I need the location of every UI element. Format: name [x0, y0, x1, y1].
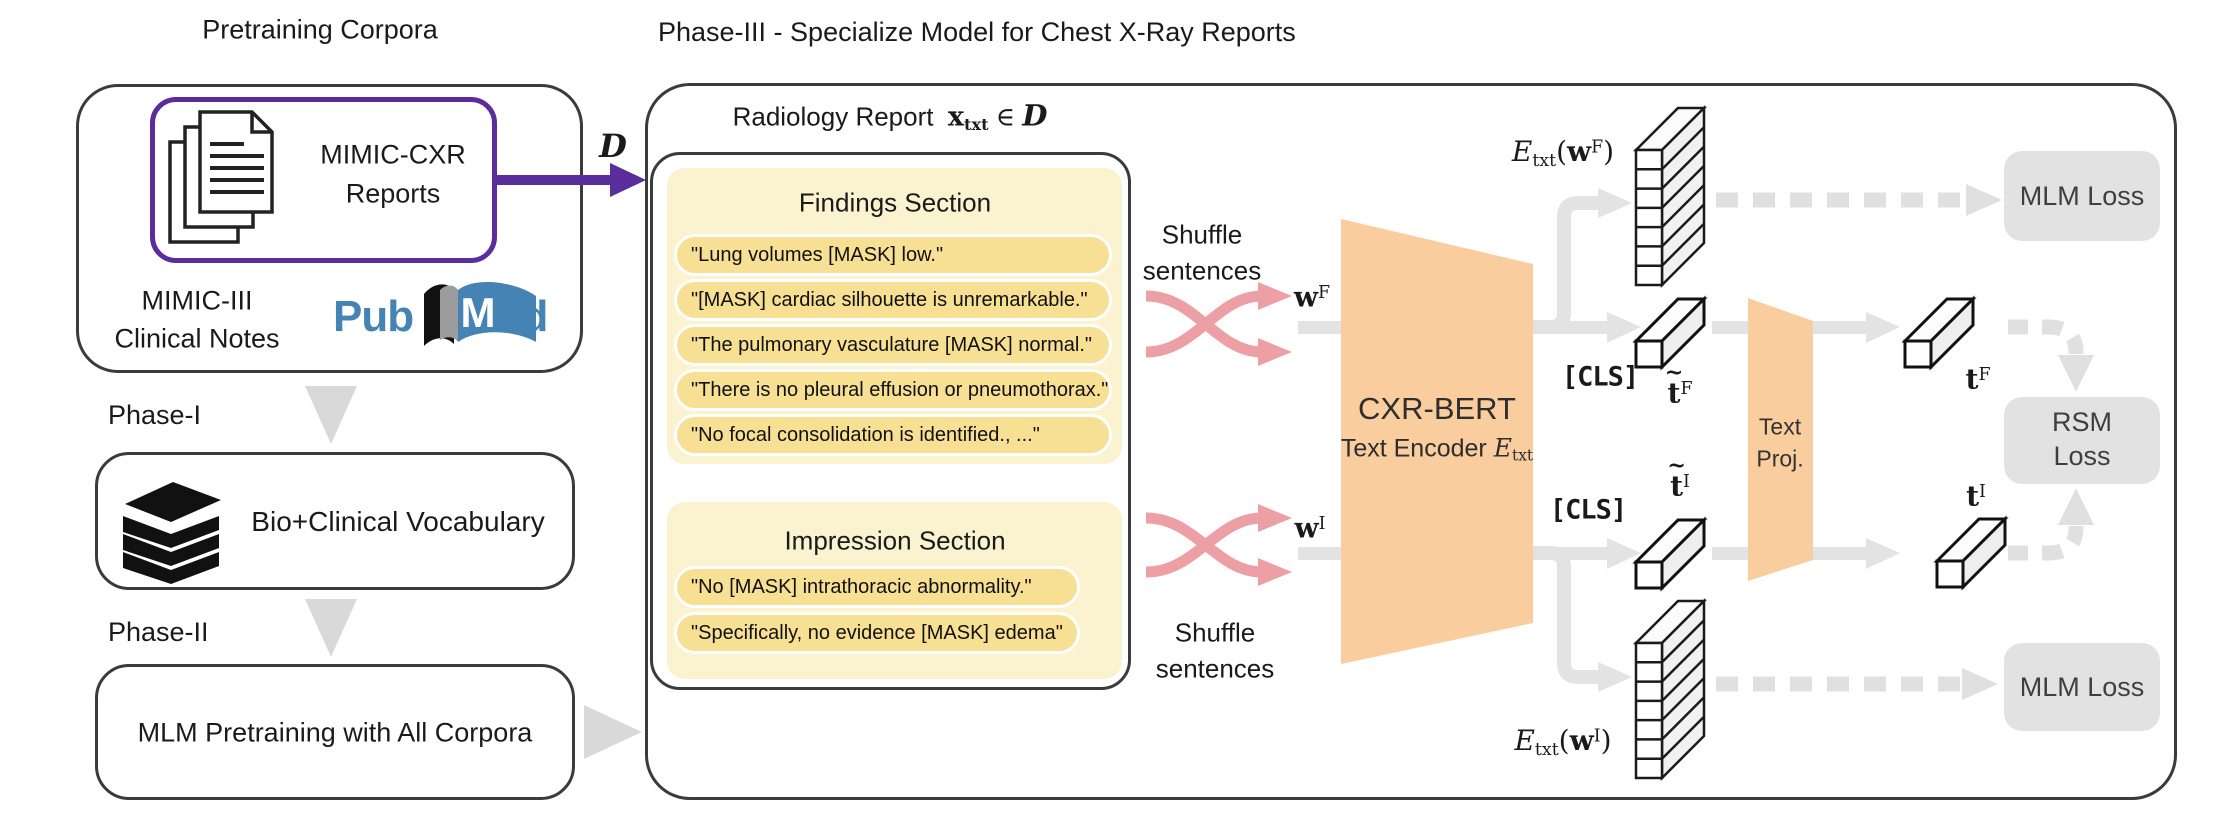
finding-sentence-pill: "[MASK] cardiac silhouette is unremarkab… [674, 279, 1112, 321]
encoder-subtitle-text: Text Encoder [1340, 434, 1487, 463]
dataset-symbol: D [599, 127, 627, 165]
math-lparen: ( [1556, 135, 1568, 169]
math-w: w [1293, 280, 1319, 314]
mlm-loss-box-top: MLM Loss [2004, 151, 2160, 241]
mlm-pretraining-box [95, 664, 575, 800]
report-header: Radiology Report xtxt ∈ D [733, 98, 1048, 134]
math-rparen: ) [1600, 724, 1612, 758]
shuffle-label-top-line2: sentences [1142, 255, 1262, 286]
finding-sentence-pill: "There is no pleural effusion or pneumot… [674, 369, 1112, 411]
math-E: E [1493, 433, 1512, 463]
flow-arrow-down-1 [305, 386, 357, 444]
text-proj-line2: Proj. [1756, 445, 1804, 472]
encoder-name: CXR-BERT [1358, 391, 1516, 426]
right-title: Phase-III - Specialize Model for Chest X… [658, 17, 1296, 47]
math-w: w [1567, 135, 1592, 169]
mimic-iii-label-line1: MIMIC-III [141, 285, 253, 316]
flow-arrow-right [584, 705, 642, 759]
t-i-label: tI [1966, 480, 1986, 513]
impression-title: Impression Section [784, 525, 1006, 556]
math-t: t [1966, 479, 1980, 513]
math-E-sub: txt [1511, 446, 1534, 465]
t-tilde-f-label: ~ tF [1665, 360, 1693, 410]
math-x-sub: txt [964, 114, 989, 134]
mlm-pretraining-label: MLM Pretraining with All Corpora [137, 717, 533, 748]
cls-label-bottom: [CLS] [1549, 494, 1627, 526]
rsm-loss-box: RSM Loss [2004, 397, 2160, 484]
math-sup-f: F [1591, 137, 1604, 158]
etxt-wi-label: Etxt(wI) [1514, 724, 1611, 760]
wI-label: wI [1295, 512, 1326, 545]
math-in: ∈ [995, 102, 1016, 133]
math-x: x [947, 101, 965, 133]
shuffle-label-top-line1: Shuffle [1161, 219, 1243, 250]
math-sup-i: I [1593, 726, 1601, 747]
math-sup-f: F [1680, 378, 1693, 399]
flow-arrow-down-2 [305, 599, 357, 657]
vocab-label: Bio+Clinical Vocabulary [251, 506, 545, 537]
math-w: w [1294, 511, 1319, 545]
math-t: t [1667, 376, 1681, 410]
math-sup-i: I [1979, 481, 1986, 502]
math-D: D [1022, 98, 1048, 133]
math-sub-txt: txt [1532, 150, 1557, 171]
math-w: w [1569, 724, 1594, 758]
math-sup-i: I [1318, 513, 1326, 534]
shuffle-label-bottom-line1: Shuffle [1174, 617, 1256, 648]
finding-sentence-pill: "Lung volumes [MASK] low." [674, 234, 1112, 276]
etxt-wf-label: Etxt(wF) [1512, 135, 1614, 171]
wF-label: wF [1294, 281, 1330, 314]
findings-title: Findings Section [798, 187, 992, 218]
pubmed-logo-ed: ed [498, 292, 548, 341]
left-title: Pretraining Corpora [202, 14, 438, 45]
cls-label-top: [CLS] [1561, 361, 1639, 393]
mimic-iii-label-line2: Clinical Notes [114, 323, 280, 354]
encoder-subtitle: Text Encoder Etxt [1341, 433, 1533, 464]
math-tilde: ~ [1667, 452, 1686, 479]
math-E: E [1511, 135, 1533, 169]
math-sup-f: F [1318, 282, 1331, 303]
impression-sentence-pill: "Specifically, no evidence [MASK] edema" [674, 612, 1080, 654]
math-rparen: ) [1603, 135, 1615, 169]
math-sup-i: I [1683, 471, 1690, 492]
phase1-label: Phase-I [108, 400, 202, 430]
shuffle-label-bottom-line2: sentences [1155, 653, 1275, 684]
finding-sentence-pill: "The pulmonary vasculature [MASK] normal… [674, 324, 1112, 366]
mlm-loss-box-bottom: MLM Loss [2004, 643, 2160, 731]
math-tilde: ~ [1664, 359, 1684, 386]
mimic-cxr-reports-box [150, 97, 497, 263]
math-t: t [1670, 469, 1684, 503]
t-tilde-i-label: ~ tI [1667, 453, 1690, 503]
mimic-cxr-label-line1: MIMIC-CXR [320, 139, 466, 170]
rsm-loss-line2: Loss [2053, 441, 2111, 471]
phase2-label: Phase-II [108, 617, 209, 647]
math-E: E [1514, 724, 1535, 758]
math-t: t [1965, 362, 1979, 396]
mimic-cxr-label-line2: Reports [345, 178, 441, 209]
math-lparen: ( [1558, 724, 1570, 758]
pubmed-logo-pub: Pub [333, 292, 414, 341]
rsm-loss-line1: RSM [2052, 407, 2112, 437]
math-sup-f: F [1978, 364, 1991, 385]
t-f-label: tF [1966, 363, 1991, 396]
impression-sentence-pill: "No [MASK] intrathoracic abnormality." [674, 566, 1080, 608]
finding-sentence-pill: "No focal consolidation is identified., … [674, 414, 1112, 456]
math-sub-txt: txt [1534, 739, 1559, 760]
report-header-text: Radiology Report [732, 101, 934, 132]
text-proj-line1: Text [1758, 413, 1802, 440]
